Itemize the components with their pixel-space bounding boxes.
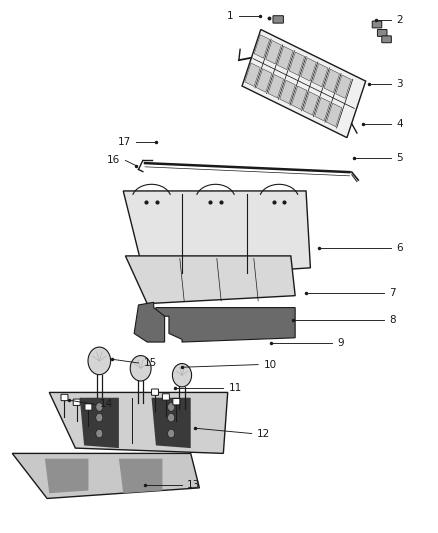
Text: 8: 8 (390, 314, 396, 325)
Polygon shape (156, 308, 295, 342)
Circle shape (96, 403, 103, 411)
Polygon shape (254, 35, 270, 58)
Circle shape (96, 414, 103, 422)
Text: 17: 17 (118, 137, 131, 147)
Text: 2: 2 (396, 15, 403, 25)
Text: 15: 15 (144, 358, 157, 368)
Polygon shape (336, 75, 351, 99)
Polygon shape (301, 58, 316, 81)
Polygon shape (289, 52, 305, 75)
Polygon shape (291, 86, 307, 109)
Polygon shape (324, 69, 339, 93)
Text: 6: 6 (396, 243, 403, 253)
Text: 10: 10 (263, 360, 276, 369)
Polygon shape (256, 69, 272, 92)
Polygon shape (266, 41, 281, 64)
FancyBboxPatch shape (162, 394, 170, 400)
Polygon shape (134, 302, 165, 342)
Text: 14: 14 (100, 399, 113, 409)
Text: 9: 9 (337, 338, 344, 349)
Polygon shape (277, 46, 293, 70)
Circle shape (168, 403, 175, 411)
Circle shape (168, 429, 175, 438)
Text: 13: 13 (187, 480, 201, 490)
FancyBboxPatch shape (372, 21, 382, 28)
Polygon shape (268, 75, 284, 98)
FancyBboxPatch shape (73, 399, 80, 406)
Polygon shape (12, 454, 199, 498)
Circle shape (130, 356, 151, 381)
Polygon shape (125, 256, 295, 304)
FancyBboxPatch shape (85, 404, 92, 410)
Polygon shape (49, 392, 228, 454)
FancyBboxPatch shape (173, 399, 180, 405)
Polygon shape (303, 92, 318, 115)
Polygon shape (280, 80, 295, 104)
Text: 4: 4 (396, 119, 403, 130)
Text: 5: 5 (396, 153, 403, 163)
Circle shape (173, 364, 191, 387)
Text: 11: 11 (229, 383, 242, 393)
Text: 12: 12 (257, 429, 270, 439)
Polygon shape (315, 98, 330, 121)
Circle shape (96, 429, 103, 438)
FancyBboxPatch shape (273, 15, 283, 23)
Polygon shape (119, 459, 162, 493)
Polygon shape (312, 63, 328, 87)
Polygon shape (245, 63, 260, 86)
Polygon shape (242, 29, 366, 138)
Polygon shape (152, 398, 191, 448)
Circle shape (88, 347, 111, 375)
Polygon shape (123, 191, 311, 278)
Polygon shape (326, 103, 342, 127)
FancyBboxPatch shape (382, 36, 391, 43)
Polygon shape (80, 398, 119, 448)
Text: 16: 16 (107, 156, 120, 165)
Text: 3: 3 (396, 78, 403, 88)
FancyBboxPatch shape (61, 394, 68, 401)
Circle shape (168, 414, 175, 422)
Text: 1: 1 (227, 11, 233, 21)
Text: 7: 7 (390, 288, 396, 298)
FancyBboxPatch shape (378, 29, 387, 36)
FancyBboxPatch shape (152, 389, 159, 395)
Polygon shape (45, 459, 88, 493)
